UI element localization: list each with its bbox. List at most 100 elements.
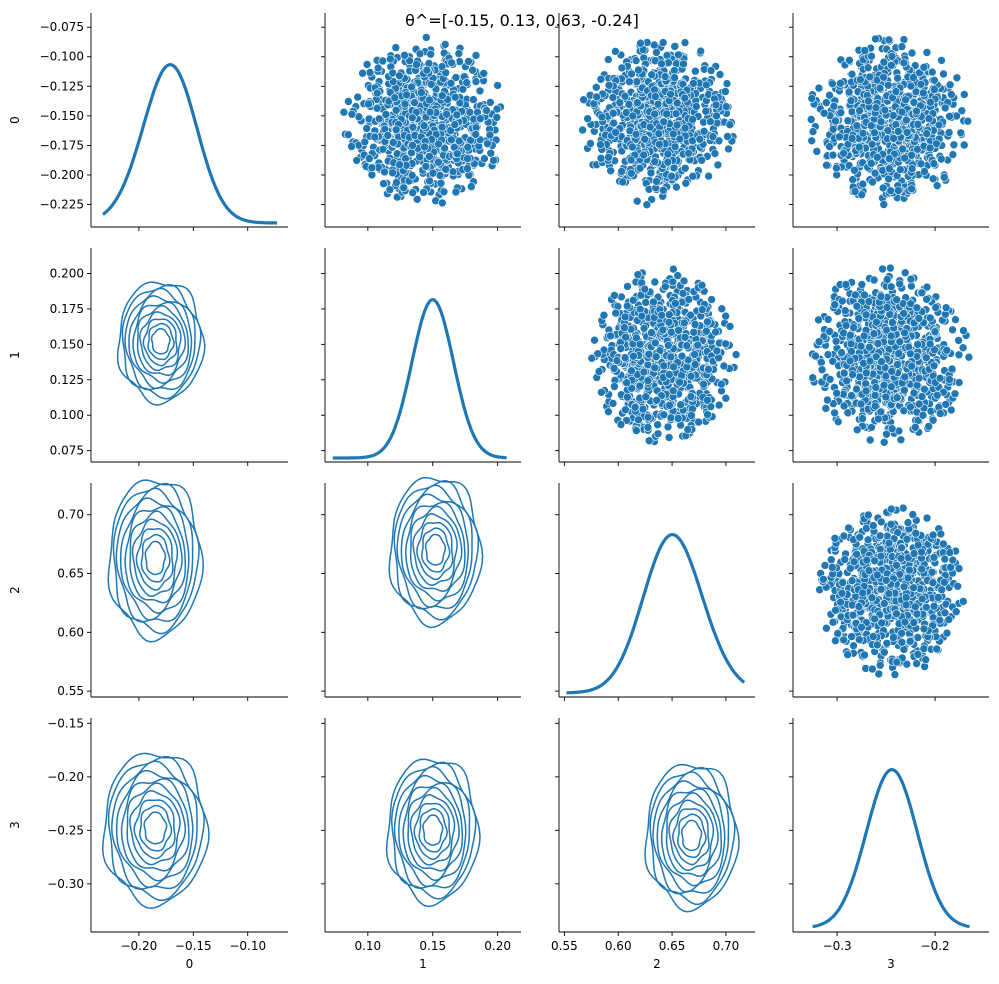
- scatter-point: [471, 130, 481, 139]
- scatter-point: [625, 77, 634, 86]
- scatter-point: [618, 177, 628, 187]
- scatter-point: [483, 139, 492, 149]
- scatter-point: [867, 51, 876, 61]
- scatter-point: [847, 391, 856, 400]
- scatter-point: [964, 352, 974, 362]
- y-tick-label: −0.150: [40, 109, 84, 123]
- scatter-point: [832, 163, 841, 173]
- scatter-point: [836, 108, 846, 117]
- scatter-point: [839, 368, 849, 378]
- scatter-point: [691, 102, 701, 111]
- kde-curve: [565, 532, 746, 695]
- scatter-point: [381, 110, 391, 119]
- scatter-point: [610, 291, 619, 300]
- scatter-point: [378, 56, 388, 66]
- scatter-point: [617, 146, 627, 156]
- scatter-point: [846, 339, 856, 349]
- scatter-point: [621, 405, 630, 415]
- scatter-point: [956, 128, 966, 138]
- scatter-point: [663, 157, 673, 167]
- scatter-point: [861, 310, 871, 320]
- scatter-point: [641, 392, 651, 402]
- scatter-point: [831, 336, 841, 346]
- scatter-point: [611, 128, 620, 137]
- scatter-point: [959, 90, 969, 99]
- scatter-point: [466, 182, 476, 191]
- scatter-point: [489, 156, 498, 165]
- scatter-point: [825, 327, 834, 336]
- scatter-point: [916, 80, 926, 89]
- scatter-point: [827, 563, 837, 572]
- scatter-point: [721, 311, 731, 321]
- scatter-point: [683, 425, 693, 434]
- panel-r0-c1: [321, 13, 521, 231]
- scatter-point: [879, 73, 888, 82]
- scatter-point: [858, 128, 868, 138]
- kde-curve: [332, 298, 508, 460]
- scatter-point: [849, 641, 858, 651]
- scatter-point: [437, 91, 447, 100]
- scatter-point: [591, 83, 601, 92]
- panel-r0-c2: [555, 13, 755, 231]
- scatter-point: [675, 134, 685, 144]
- scatter-point: [945, 112, 954, 121]
- scatter-point: [632, 426, 641, 435]
- scatter-point: [426, 49, 436, 59]
- scatter-point: [463, 142, 473, 152]
- scatter-point: [821, 404, 831, 413]
- y-tick-label: 0.075: [50, 444, 84, 458]
- scatter-point: [579, 95, 588, 104]
- scatter-point: [652, 48, 661, 57]
- scatter-point: [594, 367, 604, 376]
- scatter-point: [636, 38, 645, 48]
- scatter-point: [919, 63, 929, 72]
- scatter-point: [586, 139, 595, 148]
- scatter-point: [900, 328, 909, 338]
- scatter-point: [677, 351, 687, 361]
- scatter-point: [632, 196, 642, 206]
- scatter-point: [869, 275, 879, 285]
- scatter-point: [622, 378, 632, 388]
- scatter-point: [839, 401, 849, 411]
- y-axis-label: 0: [8, 116, 22, 124]
- scatter-point: [653, 429, 663, 439]
- scatter-point: [372, 88, 382, 98]
- scatter-point: [930, 327, 940, 336]
- scatter-point: [367, 170, 377, 180]
- scatter-point: [879, 647, 889, 657]
- scatter-point: [711, 100, 721, 110]
- scatter-point: [900, 385, 909, 395]
- scatter-point: [653, 100, 663, 109]
- scatter-point: [886, 282, 896, 292]
- scatter-point: [895, 165, 905, 174]
- scatter-point: [638, 404, 648, 414]
- scatter-point: [670, 142, 680, 152]
- scatter-point: [829, 101, 839, 111]
- scatter-point: [869, 329, 879, 339]
- scatter-point: [724, 144, 733, 154]
- scatter-point: [663, 422, 673, 432]
- scatter-point: [850, 290, 860, 300]
- scatter-point: [922, 129, 932, 138]
- scatter-point: [437, 62, 447, 71]
- scatter-point: [451, 73, 461, 82]
- panel-r2-c0: 0.550.600.650.702: [8, 479, 288, 701]
- scatter-point: [951, 315, 960, 324]
- scatter-point: [421, 33, 431, 42]
- y-tick-label: 0.70: [57, 508, 84, 522]
- scatter-point: [383, 131, 393, 140]
- scatter-point: [825, 374, 835, 384]
- scatter-point: [876, 292, 886, 301]
- scatter-point: [347, 110, 357, 119]
- scatter-point: [944, 128, 954, 137]
- scatter-point: [880, 105, 890, 115]
- scatter-point: [643, 412, 653, 422]
- scatter-point: [450, 120, 460, 129]
- scatter-point: [847, 69, 857, 79]
- scatter-point: [845, 356, 855, 366]
- scatter-point: [893, 186, 903, 195]
- scatter-point: [814, 337, 824, 346]
- scatter-point: [407, 171, 417, 180]
- scatter-point: [391, 106, 401, 115]
